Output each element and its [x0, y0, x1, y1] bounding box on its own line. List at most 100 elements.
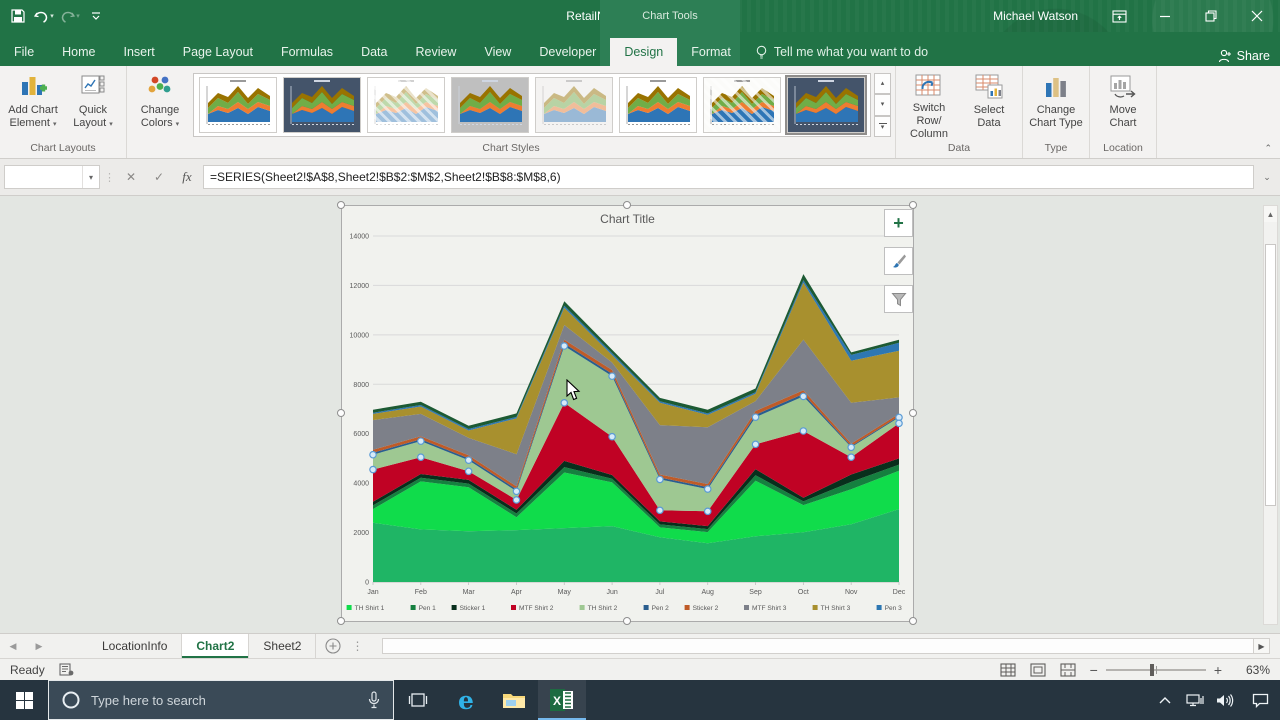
area-series-th-shirt-2[interactable]	[373, 346, 899, 512]
zoom-slider[interactable]: − +	[1090, 662, 1222, 678]
selected-point-marker[interactable]	[656, 506, 664, 515]
selected-point-marker[interactable]	[560, 342, 569, 350]
selected-point-marker[interactable]	[369, 450, 377, 459]
legend-label[interactable]: Pen 3	[885, 605, 903, 612]
chart-style-thumb-style-8[interactable]	[785, 75, 867, 135]
minimize-button[interactable]	[1142, 0, 1188, 32]
legend-label[interactable]: Sticker 1	[460, 605, 486, 612]
sheet-nav-right-icon[interactable]: ▶	[35, 640, 43, 651]
selected-point-marker[interactable]	[799, 427, 808, 435]
select-data-button[interactable]: Select Data	[960, 69, 1018, 141]
selected-point-marker[interactable]	[417, 453, 425, 461]
legend-label[interactable]: Pen 2	[652, 605, 670, 612]
user-name[interactable]: Michael Watson	[993, 9, 1078, 23]
ribbon-tab-view[interactable]: View	[484, 45, 512, 59]
zoom-track[interactable]	[1105, 663, 1206, 676]
switch-row-column-button[interactable]: Switch Row/Column	[900, 69, 958, 141]
action-center-icon[interactable]	[1240, 680, 1280, 720]
move-chart-button[interactable]: Move Chart	[1094, 69, 1152, 141]
legend-label[interactable]: TH Shirt 2	[588, 605, 618, 612]
legend-swatch[interactable]	[511, 605, 516, 610]
sheet-tab-chart2[interactable]: Chart2	[182, 634, 250, 658]
chart-handle-top-right[interactable]	[909, 201, 917, 209]
close-button[interactable]	[1234, 0, 1280, 32]
ribbon-tab-formulas[interactable]: Formulas	[280, 45, 334, 59]
area-series-mtf-shirt-1[interactable]	[373, 509, 899, 582]
name-box-dropdown-icon[interactable]: ▾	[81, 166, 99, 188]
area-series-mtf-shirt-3[interactable]	[373, 325, 899, 487]
chart-styles-button[interactable]	[884, 247, 913, 275]
selected-point-marker[interactable]	[703, 485, 712, 493]
add-chart-element-button[interactable]: Add Chart Element ▾	[4, 69, 62, 141]
quick-layout-button[interactable]: Quick Layout ▾	[64, 69, 122, 141]
selected-point-marker[interactable]	[512, 496, 521, 504]
chart-handle-bottom-right[interactable]	[909, 617, 917, 625]
area-series-th-shirt-1[interactable]	[373, 470, 899, 544]
edge-button[interactable]: e	[442, 680, 490, 720]
legend-label[interactable]: MTF Shirt 3	[752, 605, 787, 612]
selected-point-marker[interactable]	[799, 392, 808, 401]
ribbon-tab-design[interactable]: Design	[610, 38, 678, 66]
selected-point-marker[interactable]	[751, 440, 760, 449]
cancel-icon[interactable]: ✕	[125, 170, 137, 184]
task-view-button[interactable]	[394, 680, 442, 720]
ribbon-tab-insert[interactable]: Insert	[123, 45, 155, 59]
tell-me-box[interactable]: Tell me what you want to do	[745, 38, 938, 66]
ribbon-tab-review[interactable]: Review	[415, 45, 457, 59]
selected-point-marker[interactable]	[464, 456, 473, 464]
legend-label[interactable]: Sticker 2	[693, 605, 719, 612]
legend-label[interactable]: TH Shirt 3	[821, 605, 851, 612]
gallery-scroll-down-icon[interactable]: ▾	[874, 94, 891, 116]
change-chart-type-button[interactable]: Change Chart Type	[1027, 69, 1085, 141]
gallery-scroll-up-icon[interactable]: ▴	[874, 73, 891, 95]
vertical-scroll-thumb[interactable]	[1265, 244, 1276, 506]
new-sheet-button[interactable]	[316, 634, 350, 658]
zoom-out-icon[interactable]: −	[1089, 661, 1098, 678]
chart-handle-top-center[interactable]	[623, 201, 631, 209]
legend-swatch[interactable]	[684, 605, 690, 610]
ribbon-tab-file[interactable]: File	[14, 45, 35, 59]
change-colors-button[interactable]: Change Colors ▾	[131, 69, 189, 141]
selected-point-marker[interactable]	[369, 465, 377, 474]
selected-point-marker[interactable]	[464, 467, 473, 476]
chart-object[interactable]: 0 2000 4000 6000 8000 10000 12000 14000 Jan Feb Ma…	[341, 205, 914, 622]
chart-style-thumb-style-6[interactable]	[619, 77, 697, 133]
selected-point-marker[interactable]	[847, 453, 855, 461]
formula-bar-expand-icon[interactable]: ⌄	[1263, 171, 1271, 182]
save-icon[interactable]	[6, 4, 30, 28]
ribbon-display-options-icon[interactable]	[1096, 0, 1142, 32]
legend-swatch[interactable]	[812, 605, 818, 610]
chart-handle-top-left[interactable]	[337, 201, 345, 209]
horizontal-scrollbar[interactable]: ▶	[382, 638, 1270, 654]
network-icon[interactable]	[1180, 680, 1210, 720]
legend-swatch[interactable]	[579, 605, 585, 610]
chart-style-thumb-style-1[interactable]	[199, 77, 277, 133]
file-explorer-button[interactable]	[490, 680, 538, 720]
macro-record-icon[interactable]	[59, 663, 74, 676]
selected-point-marker[interactable]	[751, 413, 760, 421]
selected-point-marker[interactable]	[512, 487, 521, 496]
ribbon-tab-developer[interactable]: Developer	[539, 45, 597, 59]
legend-swatch[interactable]	[643, 605, 649, 610]
hidden-icons-chevron[interactable]	[1150, 680, 1180, 720]
ribbon-tab-format[interactable]: Format	[691, 45, 731, 59]
selected-point-marker[interactable]	[656, 475, 664, 484]
ribbon-tab-data[interactable]: Data	[361, 45, 388, 59]
chart-handle-bottom-center[interactable]	[623, 617, 631, 625]
selected-point-marker[interactable]	[608, 372, 616, 380]
chart-style-thumb-style-5[interactable]	[535, 77, 613, 133]
gallery-more-icon[interactable]: ▾	[874, 115, 891, 137]
area-series-sticker-1[interactable]	[373, 458, 899, 530]
chart-style-thumb-style-2[interactable]	[283, 77, 361, 133]
selected-point-marker[interactable]	[703, 507, 712, 516]
customize-qat-icon[interactable]	[84, 4, 108, 28]
scroll-up-icon[interactable]: ▲	[1264, 206, 1277, 222]
selected-point-marker[interactable]	[560, 399, 569, 407]
taskbar-search-box[interactable]: Type here to search	[48, 680, 394, 720]
collapse-ribbon-icon[interactable]: ⌃	[1264, 143, 1272, 153]
excel-taskbar-button[interactable]: X	[538, 680, 586, 720]
normal-view-icon[interactable]	[1000, 662, 1016, 677]
insert-function-icon[interactable]: fx	[182, 169, 192, 184]
ribbon-tab-home[interactable]: Home	[62, 45, 96, 59]
page-layout-view-icon[interactable]	[1030, 662, 1046, 677]
